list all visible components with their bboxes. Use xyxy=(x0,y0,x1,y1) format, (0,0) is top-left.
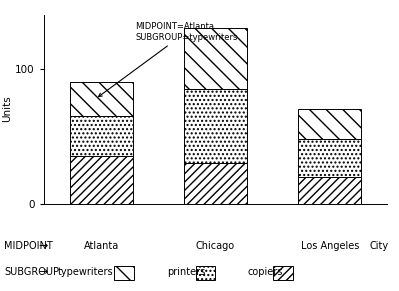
Bar xyxy=(184,89,247,163)
Text: →: → xyxy=(38,241,47,251)
Bar xyxy=(69,116,132,157)
Bar xyxy=(298,177,361,204)
Text: →: → xyxy=(38,267,47,277)
Bar xyxy=(69,82,132,116)
Text: typewriters: typewriters xyxy=(58,267,113,277)
Bar xyxy=(298,139,361,177)
Text: City: City xyxy=(370,241,389,251)
Bar xyxy=(184,28,247,89)
Bar xyxy=(298,109,361,139)
Text: copiers: copiers xyxy=(247,267,283,277)
Text: MIDPOINT: MIDPOINT xyxy=(4,241,53,251)
Text: Los Angeles: Los Angeles xyxy=(301,241,359,251)
Bar xyxy=(69,157,132,204)
Text: Atlanta: Atlanta xyxy=(83,241,119,251)
Y-axis label: Units: Units xyxy=(2,96,12,123)
Text: Chicago: Chicago xyxy=(196,241,235,251)
Text: printers: printers xyxy=(168,267,206,277)
Text: SUBGROUP: SUBGROUP xyxy=(4,267,59,277)
Bar xyxy=(184,163,247,204)
Text: MIDPOINT=Atlanta
SUBGROUP=typewriters: MIDPOINT=Atlanta SUBGROUP=typewriters xyxy=(99,22,238,97)
